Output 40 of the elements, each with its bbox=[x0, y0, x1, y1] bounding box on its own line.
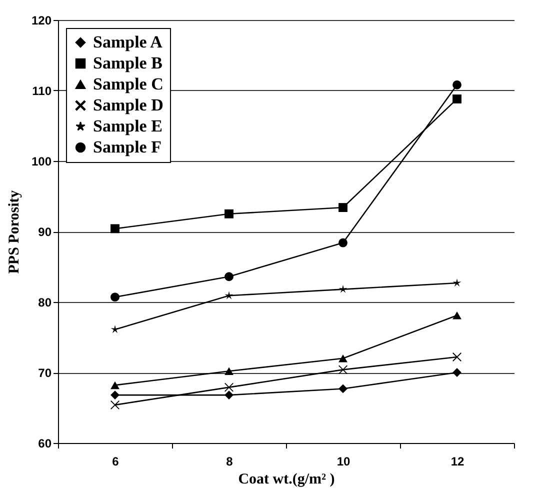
point bbox=[110, 381, 120, 390]
y-tick-label: 60 bbox=[38, 436, 52, 450]
legend-label: Sample B bbox=[93, 54, 162, 72]
point bbox=[452, 352, 462, 362]
x-tick-label: 12 bbox=[450, 454, 464, 468]
point bbox=[452, 312, 462, 320]
point bbox=[452, 80, 462, 90]
point bbox=[224, 209, 234, 218]
point bbox=[338, 203, 348, 212]
y-tick-label: 80 bbox=[38, 296, 52, 310]
point bbox=[224, 367, 234, 375]
point bbox=[224, 272, 234, 282]
y-axis-title: PPS Porosity bbox=[6, 190, 22, 274]
y-tick-label: 100 bbox=[31, 154, 52, 168]
point bbox=[338, 238, 348, 248]
point bbox=[338, 354, 348, 362]
point bbox=[452, 94, 462, 104]
y-tick-label: 90 bbox=[38, 225, 52, 239]
point bbox=[110, 400, 120, 410]
legend-label: Sample D bbox=[93, 96, 164, 114]
x-tick-label: 10 bbox=[336, 454, 350, 468]
point bbox=[110, 224, 120, 234]
y-tick-label: 70 bbox=[38, 366, 52, 380]
point bbox=[338, 384, 348, 394]
x-tick-label: 8 bbox=[226, 454, 234, 468]
point bbox=[452, 368, 462, 377]
y-tick-label: 110 bbox=[32, 84, 52, 98]
point bbox=[338, 284, 348, 293]
legend-label: Sample C bbox=[93, 74, 164, 94]
point bbox=[452, 278, 462, 287]
legend-label: Sample A bbox=[93, 32, 164, 52]
legend-label: Sample E bbox=[93, 116, 162, 136]
x-axis-title: Coat wt.(g/m² ) bbox=[238, 472, 335, 488]
point bbox=[110, 292, 120, 302]
y-tick-label: 120 bbox=[31, 14, 52, 28]
point bbox=[224, 291, 234, 300]
legend-label: Sample F bbox=[93, 138, 162, 156]
point bbox=[110, 390, 120, 400]
point bbox=[224, 390, 234, 400]
x-tick-label: 6 bbox=[112, 454, 120, 468]
